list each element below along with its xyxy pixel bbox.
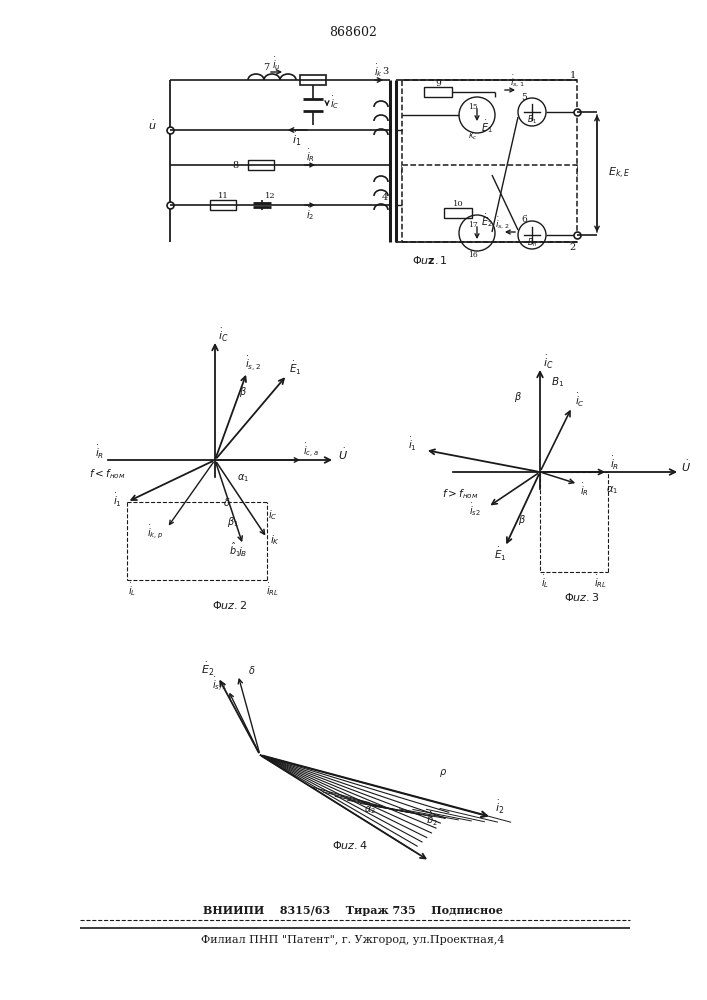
Text: 12: 12 [264,192,275,200]
Text: $\beta_1$: $\beta_1$ [227,515,239,529]
Text: $\kappa_c$: $\kappa_c$ [468,132,478,142]
Text: $\dot{i}_u$: $\dot{i}_u$ [271,56,281,72]
Bar [402,80,577,175]
Bar [210,200,236,210]
Text: 5: 5 [521,93,527,102]
Text: $\dot{i}_1$: $\dot{i}_1$ [292,130,302,148]
Text: $\dot{i}_{k,p}$: $\dot{i}_{k,p}$ [147,523,163,541]
Text: $\dot{i}_2$: $\dot{i}_2$ [495,799,505,816]
Text: $\delta$: $\delta$ [248,664,256,676]
Text: $\alpha_1$: $\alpha_1$ [237,472,249,484]
Text: 8: 8 [232,160,238,169]
Bar [424,87,452,97]
Text: $f < f_{ном}$: $f < f_{ном}$ [89,467,125,481]
Bar [248,160,274,170]
Text: $\Phi u z.4$: $\Phi u z.4$ [332,839,368,851]
Text: $B_n$: $B_n$ [527,237,537,249]
Text: $E_{k,E}$: $E_{k,E}$ [608,166,630,181]
Text: $\alpha_2$: $\alpha_2$ [365,804,376,816]
Text: $\dot{i}_k$: $\dot{i}_k$ [373,63,382,79]
Text: 4: 4 [382,192,388,202]
Text: $\beta$: $\beta$ [518,513,526,527]
Text: ВНИИПИ    8315/63    Тираж 735    Подписное: ВНИИПИ 8315/63 Тираж 735 Подписное [203,904,503,916]
Text: $\dot{U}$: $\dot{U}$ [681,458,691,474]
Text: $\dot{E}_1$: $\dot{E}_1$ [493,545,506,563]
Text: $\dot{i}_R$: $\dot{i}_R$ [580,482,588,498]
Text: $\beta$: $\beta$ [239,385,247,399]
Text: $\alpha_1$: $\alpha_1$ [606,484,618,496]
Text: $\dot{i}_C$: $\dot{i}_C$ [330,95,340,111]
Text: 17: 17 [468,221,478,229]
Text: $\dot{i}_{RL}$: $\dot{i}_{RL}$ [594,574,607,590]
Text: $\hat{b}_2$: $\hat{b}_2$ [426,810,438,828]
Text: $\dot{E}_1$: $\dot{E}_1$ [288,359,301,377]
Text: 2: 2 [570,242,576,251]
Text: $\dot{i}_{s,2}$: $\dot{i}_{s,2}$ [495,215,509,231]
Text: 868602: 868602 [329,26,377,39]
Text: $\Phi u z.3$: $\Phi u z.3$ [564,591,600,603]
Text: $\dot{i}_{RL}$: $\dot{i}_{RL}$ [266,582,279,598]
Text: $\dot{i}_2$: $\dot{i}_2$ [306,206,314,222]
Text: $\hat{b}_1$: $\hat{b}_1$ [229,541,241,559]
Text: $\dot{E}_2$: $\dot{E}_2$ [481,213,493,229]
Text: Филиал ПНП "Патент", г. Ужгород, ул.Проектная,4: Филиал ПНП "Патент", г. Ужгород, ул.Прое… [201,935,505,945]
Text: 1: 1 [570,70,576,80]
Text: $\dot{i}_R$: $\dot{i}_R$ [95,443,105,461]
Text: $\Phi u\mathbf{z}.1$: $\Phi u\mathbf{z}.1$ [412,254,448,266]
Text: 16: 16 [468,251,478,259]
Text: $\dot{i}_1$: $\dot{i}_1$ [407,435,416,453]
Text: $B_1$: $B_1$ [527,114,537,126]
Text: $\dot{i}_L$: $\dot{i}_L$ [541,574,549,590]
Text: $i_C$: $i_C$ [268,508,278,522]
Text: $\dot{i}_{s,1}$: $\dot{i}_{s,1}$ [510,73,525,89]
Text: 11: 11 [218,192,228,200]
Text: $\dot{i}_{s,1}$: $\dot{i}_{s,1}$ [212,676,228,694]
Text: $i_K$: $i_K$ [270,533,280,547]
Text: $\dot{i}_R$: $\dot{i}_R$ [305,148,315,164]
Text: $\dot{i}_{c,a}$: $\dot{i}_{c,a}$ [303,442,319,460]
Bar [402,165,577,242]
Text: $\beta$: $\beta$ [514,390,522,404]
Text: 3: 3 [382,68,388,77]
Text: $\dot{i}_L$: $\dot{i}_L$ [128,582,136,598]
Text: $i_B$: $i_B$ [238,545,247,559]
Text: $f > f_{ном}$: $f > f_{ном}$ [442,487,478,501]
Text: $\dot{i}_{s,2}$: $\dot{i}_{s,2}$ [245,355,261,373]
Text: $\dot{i}_1$: $\dot{i}_1$ [112,491,122,509]
Text: $\delta$: $\delta$ [223,496,230,508]
Text: 15: 15 [468,103,478,111]
Text: $\dot{E}_1$: $\dot{E}_1$ [481,119,493,135]
Text: $\Phi u z.2$: $\Phi u z.2$ [212,599,247,611]
Text: $B_1$: $B_1$ [551,375,565,389]
Text: 10: 10 [452,200,463,208]
Text: 9: 9 [435,79,441,88]
Text: $\dot{i}_C$: $\dot{i}_C$ [218,326,228,344]
Text: $\dot{i}_C$: $\dot{i}_C$ [543,353,554,371]
Bar [300,75,326,85]
Text: $\dot{i}_R$: $\dot{i}_R$ [610,454,619,472]
Text: 6: 6 [521,216,527,225]
Text: $\rho$: $\rho$ [439,767,448,779]
Text: 7: 7 [263,64,269,73]
Text: $\dot{U}$: $\dot{U}$ [338,446,348,462]
Bar [444,208,472,218]
Text: $\dot{u}$: $\dot{u}$ [148,118,156,132]
Text: $\dot{E}_2$: $\dot{E}_2$ [201,660,215,678]
Text: $\dot{i}_C$: $\dot{i}_C$ [575,391,585,409]
Text: $\dot{i}_{s2}$: $\dot{i}_{s2}$ [469,502,481,518]
